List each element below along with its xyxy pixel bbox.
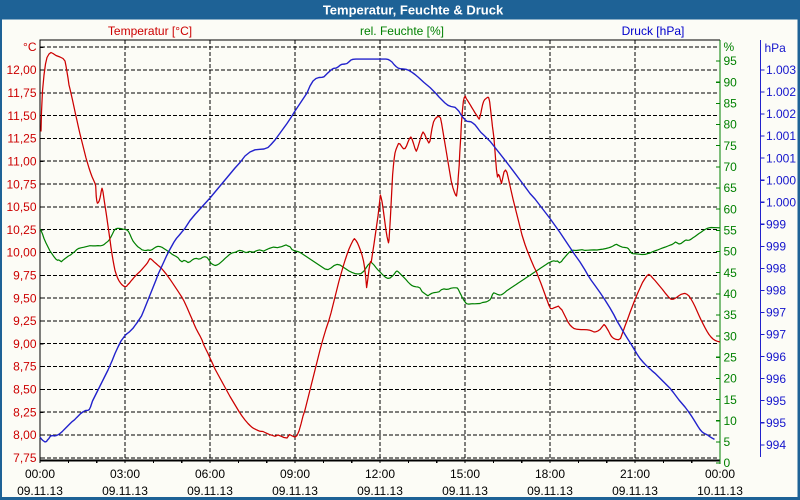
svg-text:09.11.13: 09.11.13: [442, 484, 488, 498]
svg-text:1.001: 1.001: [766, 129, 796, 143]
svg-text:21:00: 21:00: [620, 467, 650, 481]
svg-text:1.002: 1.002: [766, 107, 796, 121]
svg-text:9,75: 9,75: [13, 269, 37, 283]
svg-text:1.001: 1.001: [766, 151, 796, 165]
svg-text:9,50: 9,50: [13, 291, 37, 305]
svg-text:09.11.13: 09.11.13: [527, 484, 573, 498]
svg-text:997: 997: [766, 328, 786, 342]
svg-text:09.11.13: 09.11.13: [187, 484, 233, 498]
svg-text:hPa: hPa: [765, 41, 787, 55]
svg-text:00:00: 00:00: [705, 467, 735, 481]
svg-text:10,00: 10,00: [6, 246, 36, 260]
svg-text:994: 994: [766, 438, 786, 452]
svg-text:996: 996: [766, 372, 786, 386]
svg-text:35: 35: [724, 308, 738, 322]
svg-text:09:00: 09:00: [280, 467, 310, 481]
svg-text:1.003: 1.003: [766, 63, 796, 77]
svg-text:1.000: 1.000: [766, 195, 796, 209]
svg-text:80: 80: [724, 118, 738, 132]
svg-text:1.000: 1.000: [766, 173, 796, 187]
svg-text:0: 0: [724, 456, 731, 470]
svg-text:85: 85: [724, 97, 738, 111]
svg-text:10.11.13: 10.11.13: [697, 484, 743, 498]
svg-text:30: 30: [724, 329, 738, 343]
svg-text:Druck [hPa]: Druck [hPa]: [622, 24, 685, 38]
svg-text:5: 5: [724, 435, 731, 449]
svg-text:8,75: 8,75: [13, 360, 37, 374]
svg-text:999: 999: [766, 217, 786, 231]
svg-text:55: 55: [724, 224, 738, 238]
svg-text:12:00: 12:00: [365, 467, 395, 481]
svg-text:00:00: 00:00: [25, 467, 55, 481]
svg-text:9,25: 9,25: [13, 314, 37, 328]
svg-text:rel. Feuchte [%]: rel. Feuchte [%]: [360, 24, 444, 38]
svg-text:15: 15: [724, 393, 738, 407]
svg-text:10,25: 10,25: [6, 223, 36, 237]
svg-text:1.002: 1.002: [766, 85, 796, 99]
svg-text:09.11.13: 09.11.13: [357, 484, 403, 498]
svg-text:18:00: 18:00: [535, 467, 565, 481]
svg-text:20: 20: [724, 372, 738, 386]
svg-text:70: 70: [724, 160, 738, 174]
svg-text:11,75: 11,75: [7, 86, 36, 100]
svg-text:09.11.13: 09.11.13: [612, 484, 658, 498]
svg-text:11,25: 11,25: [7, 132, 36, 146]
svg-text:45: 45: [724, 266, 738, 280]
svg-text:Temperatur [°C]: Temperatur [°C]: [108, 24, 192, 38]
svg-text:8,00: 8,00: [13, 428, 37, 442]
svg-text:60: 60: [724, 202, 738, 216]
svg-text:03:00: 03:00: [110, 467, 140, 481]
svg-text:95: 95: [724, 54, 738, 68]
svg-text:°C: °C: [23, 40, 37, 54]
svg-text:15:00: 15:00: [450, 467, 480, 481]
svg-text:25: 25: [724, 350, 738, 364]
svg-text:65: 65: [724, 181, 738, 195]
svg-text:09.11.13: 09.11.13: [17, 484, 63, 498]
svg-text:11,00: 11,00: [7, 154, 36, 168]
svg-text:09.11.13: 09.11.13: [272, 484, 318, 498]
svg-text:10,75: 10,75: [6, 177, 36, 191]
svg-text:8,25: 8,25: [13, 405, 37, 419]
svg-text:11,50: 11,50: [7, 109, 36, 123]
svg-text:997: 997: [766, 306, 786, 320]
svg-text:995: 995: [766, 416, 786, 430]
svg-text:%: %: [724, 40, 735, 54]
svg-text:7,75: 7,75: [13, 451, 37, 465]
svg-text:Temperatur, Feuchte & Druck: Temperatur, Feuchte & Druck: [323, 3, 504, 18]
svg-text:40: 40: [724, 287, 738, 301]
svg-text:8,50: 8,50: [13, 383, 37, 397]
svg-text:10,50: 10,50: [6, 200, 36, 214]
svg-text:75: 75: [724, 139, 738, 153]
svg-text:12,00: 12,00: [6, 63, 36, 77]
svg-text:999: 999: [766, 240, 786, 254]
svg-text:998: 998: [766, 284, 786, 298]
svg-text:998: 998: [766, 262, 786, 276]
svg-text:06:00: 06:00: [195, 467, 225, 481]
svg-text:50: 50: [724, 245, 738, 259]
svg-text:995: 995: [766, 394, 786, 408]
svg-text:09.11.13: 09.11.13: [102, 484, 148, 498]
svg-text:9,00: 9,00: [13, 337, 37, 351]
svg-text:90: 90: [724, 75, 738, 89]
svg-text:10: 10: [724, 414, 738, 428]
svg-text:996: 996: [766, 350, 786, 364]
